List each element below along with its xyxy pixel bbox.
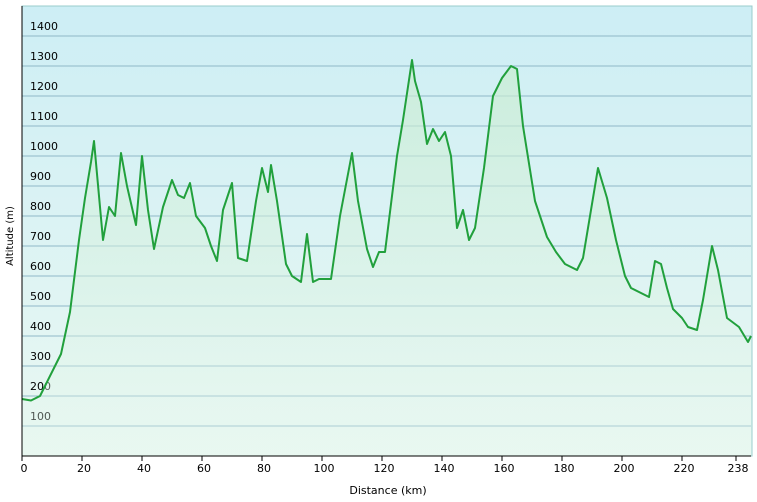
y-tick-label: 400 bbox=[30, 320, 51, 333]
y-tick-label: 1100 bbox=[30, 110, 58, 123]
x-tick-label: 160 bbox=[494, 462, 515, 475]
area bbox=[22, 60, 751, 456]
x-tick-label: 200 bbox=[614, 462, 635, 475]
x-tick-label: 20 bbox=[77, 462, 91, 475]
x-tick-label: 180 bbox=[554, 462, 575, 475]
x-tick-label: 120 bbox=[374, 462, 395, 475]
y-tick-label: 300 bbox=[30, 350, 51, 363]
x-tick-label: 40 bbox=[137, 462, 151, 475]
x-tick-label: 80 bbox=[257, 462, 271, 475]
y-axis-label: Altitude (m) bbox=[5, 206, 16, 266]
x-tick-label: 220 bbox=[674, 462, 695, 475]
x-axis-label: Distance (km) bbox=[349, 484, 426, 497]
y-tick-label: 700 bbox=[30, 230, 51, 243]
x-tick-label: 60 bbox=[197, 462, 211, 475]
y-tick-label: 1000 bbox=[30, 140, 58, 153]
x-tick-label: 238 bbox=[728, 462, 749, 475]
y-tick-label: 500 bbox=[30, 290, 51, 303]
y-tick-label: 1400 bbox=[30, 20, 58, 33]
x-tick-label: 140 bbox=[434, 462, 455, 475]
y-tick-label: 1300 bbox=[30, 50, 58, 63]
x-tick-label: 0 bbox=[21, 462, 28, 475]
y-tick-label: 900 bbox=[30, 170, 51, 183]
x-tick-label: 100 bbox=[314, 462, 335, 475]
elevation-line bbox=[21, 59, 752, 402]
y-tick-label: 1200 bbox=[30, 80, 58, 93]
y-tick-label: 600 bbox=[30, 260, 51, 273]
y-tick-label: 800 bbox=[30, 200, 51, 213]
